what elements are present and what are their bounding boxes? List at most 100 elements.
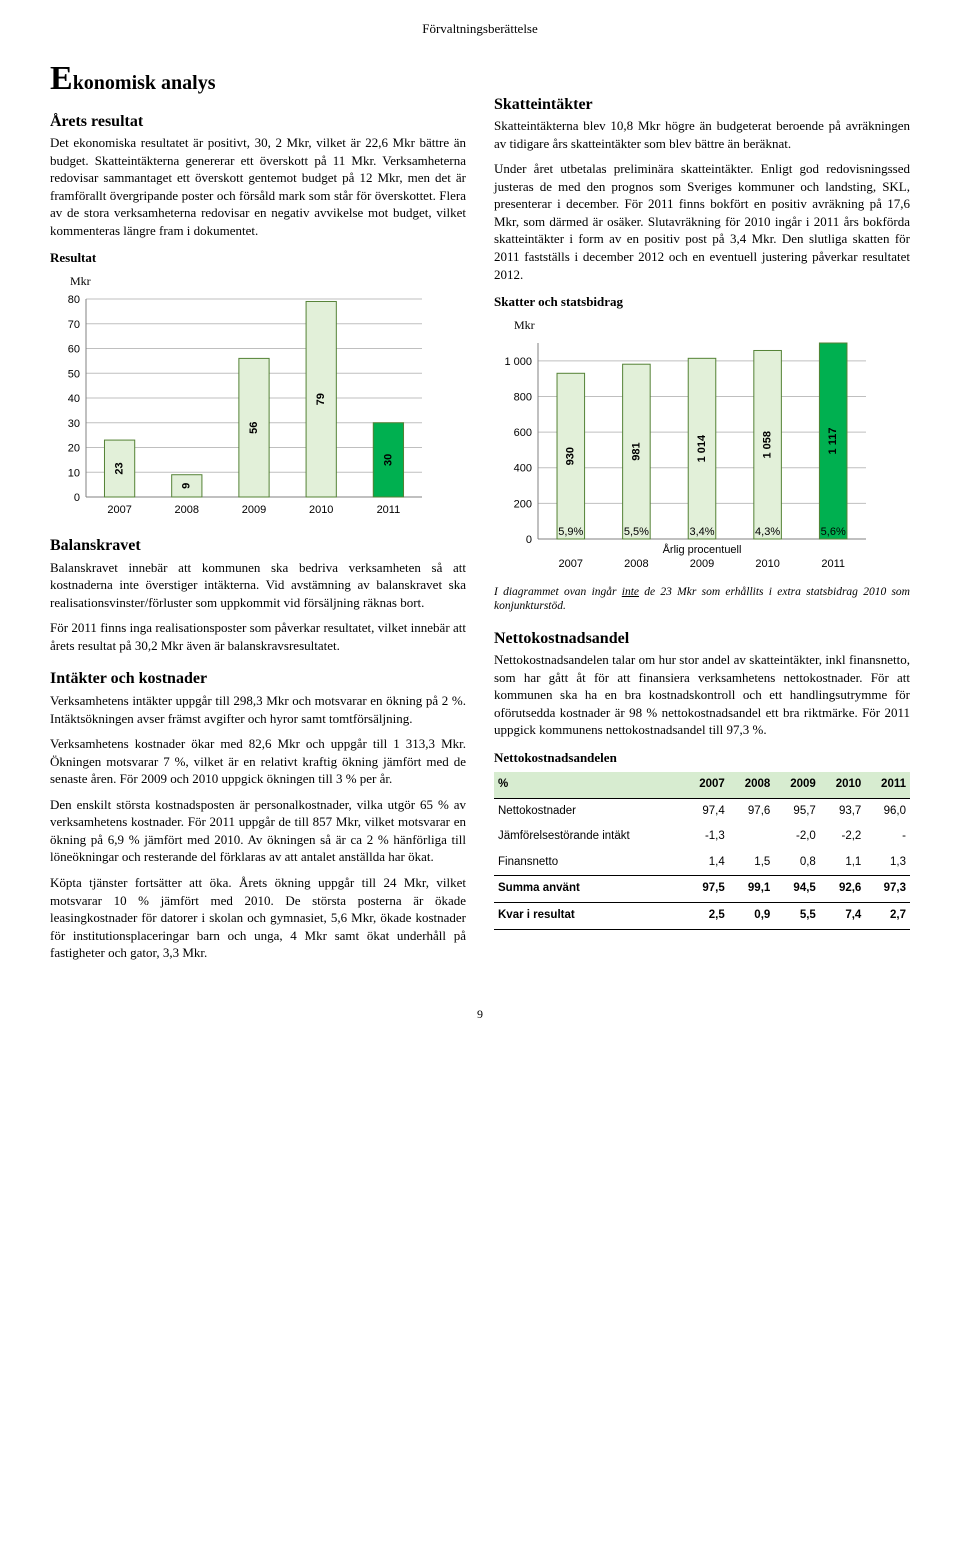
para: Köpta tjänster fortsätter att öka. Årets…	[50, 874, 466, 962]
svg-text:Årlig procentuell: Årlig procentuell	[663, 543, 742, 556]
table-cell: 99,1	[729, 876, 775, 903]
table-title: Nettokostnadsandelen	[494, 749, 910, 767]
chart-skatter: 02004006008001 0009305,9%20079815,5%2008…	[494, 335, 910, 575]
heading-skatteintakter: Skatteintäkter	[494, 94, 910, 116]
svg-text:30: 30	[382, 454, 394, 466]
para: Verksamhetens kostnader ökar med 82,6 Mk…	[50, 735, 466, 788]
table-cell: 97,6	[729, 798, 775, 824]
svg-text:2007: 2007	[559, 558, 583, 570]
svg-text:3,4%: 3,4%	[689, 526, 714, 538]
table-row: Kvar i resultat2,50,95,57,42,7	[494, 903, 910, 930]
svg-text:79: 79	[315, 393, 327, 405]
page-header: Förvaltningsberättelse	[50, 20, 910, 38]
svg-text:600: 600	[514, 427, 532, 439]
chart-resultat: 0102030405060708023200792008562009792010…	[50, 291, 466, 521]
svg-text:2009: 2009	[690, 558, 714, 570]
table-cell: 0,9	[729, 903, 775, 930]
svg-text:2007: 2007	[107, 504, 131, 516]
table-cell: 5,5	[774, 903, 820, 930]
table-header-cell: 2010	[820, 772, 866, 798]
table-cell: 2,7	[865, 903, 910, 930]
svg-text:5,9%: 5,9%	[558, 526, 583, 538]
table-cell: 95,7	[774, 798, 820, 824]
para: Under året utbetalas preliminära skattei…	[494, 160, 910, 283]
svg-text:2010: 2010	[755, 558, 779, 570]
table-cell: 92,6	[820, 876, 866, 903]
svg-text:2011: 2011	[377, 504, 401, 516]
svg-text:981: 981	[630, 442, 642, 460]
svg-text:50: 50	[68, 368, 80, 380]
para: För 2011 finns inga realisationsposter s…	[50, 619, 466, 654]
svg-text:4,3%: 4,3%	[755, 526, 780, 538]
main-heading-rest: konomisk analys	[73, 72, 216, 94]
table-cell: 97,3	[865, 876, 910, 903]
chart2-footnote: I diagrammet ovan ingår inte de 23 Mkr s…	[494, 585, 910, 614]
table-row: Summa använt97,599,194,592,697,3	[494, 876, 910, 903]
svg-text:0: 0	[74, 492, 80, 504]
table-header-cell: 2011	[865, 772, 910, 798]
table-cell: Summa använt	[494, 876, 683, 903]
svg-text:70: 70	[68, 319, 80, 331]
left-column: Ekonomisk analys Årets resultat Det ekon…	[50, 62, 466, 970]
svg-text:40: 40	[68, 393, 80, 405]
svg-text:5,5%: 5,5%	[624, 526, 649, 538]
chart1-unit: Mkr	[70, 273, 466, 289]
dropcap: E	[50, 60, 73, 97]
heading-arets-resultat: Årets resultat	[50, 111, 466, 133]
two-column-layout: Ekonomisk analys Årets resultat Det ekon…	[50, 62, 910, 970]
svg-text:60: 60	[68, 344, 80, 356]
para: Nettokostnadsandelen talar om hur stor a…	[494, 651, 910, 739]
nettokostnad-table: %20072008200920102011Nettokostnader97,49…	[494, 772, 910, 929]
table-cell: 0,8	[774, 850, 820, 876]
svg-text:9: 9	[181, 483, 193, 489]
heading-intakter: Intäkter och kostnader	[50, 668, 466, 690]
table-cell: -1,3	[683, 824, 729, 850]
svg-text:23: 23	[114, 463, 126, 475]
heading-balanskravet: Balanskravet	[50, 535, 466, 557]
svg-text:1 000: 1 000	[504, 356, 532, 368]
main-heading: Ekonomisk analys	[50, 62, 466, 97]
svg-text:2008: 2008	[175, 504, 199, 516]
table-cell: 7,4	[820, 903, 866, 930]
svg-text:2010: 2010	[309, 504, 333, 516]
footnote-underline: inte	[622, 586, 639, 598]
table-cell: -2,0	[774, 824, 820, 850]
footnote-text-1: I diagrammet ovan ingår	[494, 586, 622, 598]
table-cell: 94,5	[774, 876, 820, 903]
table-cell: 1,5	[729, 850, 775, 876]
svg-text:2008: 2008	[624, 558, 648, 570]
table-header-cell: %	[494, 772, 683, 798]
right-column: Skatteintäkter Skatteintäkterna blev 10,…	[494, 62, 910, 970]
table-cell: 93,7	[820, 798, 866, 824]
svg-text:80: 80	[68, 294, 80, 306]
svg-text:800: 800	[514, 391, 532, 403]
para: Verksamhetens intäkter uppgår till 298,3…	[50, 692, 466, 727]
table-cell: 97,4	[683, 798, 729, 824]
table-cell: Kvar i resultat	[494, 903, 683, 930]
svg-text:20: 20	[68, 443, 80, 455]
para: Det ekonomiska resultatet är positivt, 3…	[50, 134, 466, 239]
svg-text:5,6%: 5,6%	[821, 526, 846, 538]
para: Balanskravet innebär att kommunen ska be…	[50, 559, 466, 612]
svg-text:2011: 2011	[821, 558, 845, 570]
svg-text:1 014: 1 014	[696, 434, 708, 462]
page-number: 9	[50, 1006, 910, 1022]
table-cell	[729, 824, 775, 850]
chart1-title: Resultat	[50, 249, 466, 267]
svg-text:930: 930	[565, 447, 577, 465]
table-cell: Nettokostnader	[494, 798, 683, 824]
svg-text:10: 10	[68, 467, 80, 479]
table-cell: Jämförelsestörande intäkt	[494, 824, 683, 850]
table-row: Jämförelsestörande intäkt-1,3-2,0-2,2-	[494, 824, 910, 850]
svg-text:400: 400	[514, 463, 532, 475]
svg-text:56: 56	[248, 422, 260, 434]
table-cell: -	[865, 824, 910, 850]
table-row: Finansnetto1,41,50,81,11,3	[494, 850, 910, 876]
para: Den enskilt största kostnadsposten är pe…	[50, 796, 466, 866]
table-cell: 2,5	[683, 903, 729, 930]
table-cell: 1,1	[820, 850, 866, 876]
table-cell: Finansnetto	[494, 850, 683, 876]
chart2-title: Skatter och statsbidrag	[494, 293, 910, 311]
table-header-cell: 2007	[683, 772, 729, 798]
chart2-unit: Mkr	[514, 317, 910, 333]
